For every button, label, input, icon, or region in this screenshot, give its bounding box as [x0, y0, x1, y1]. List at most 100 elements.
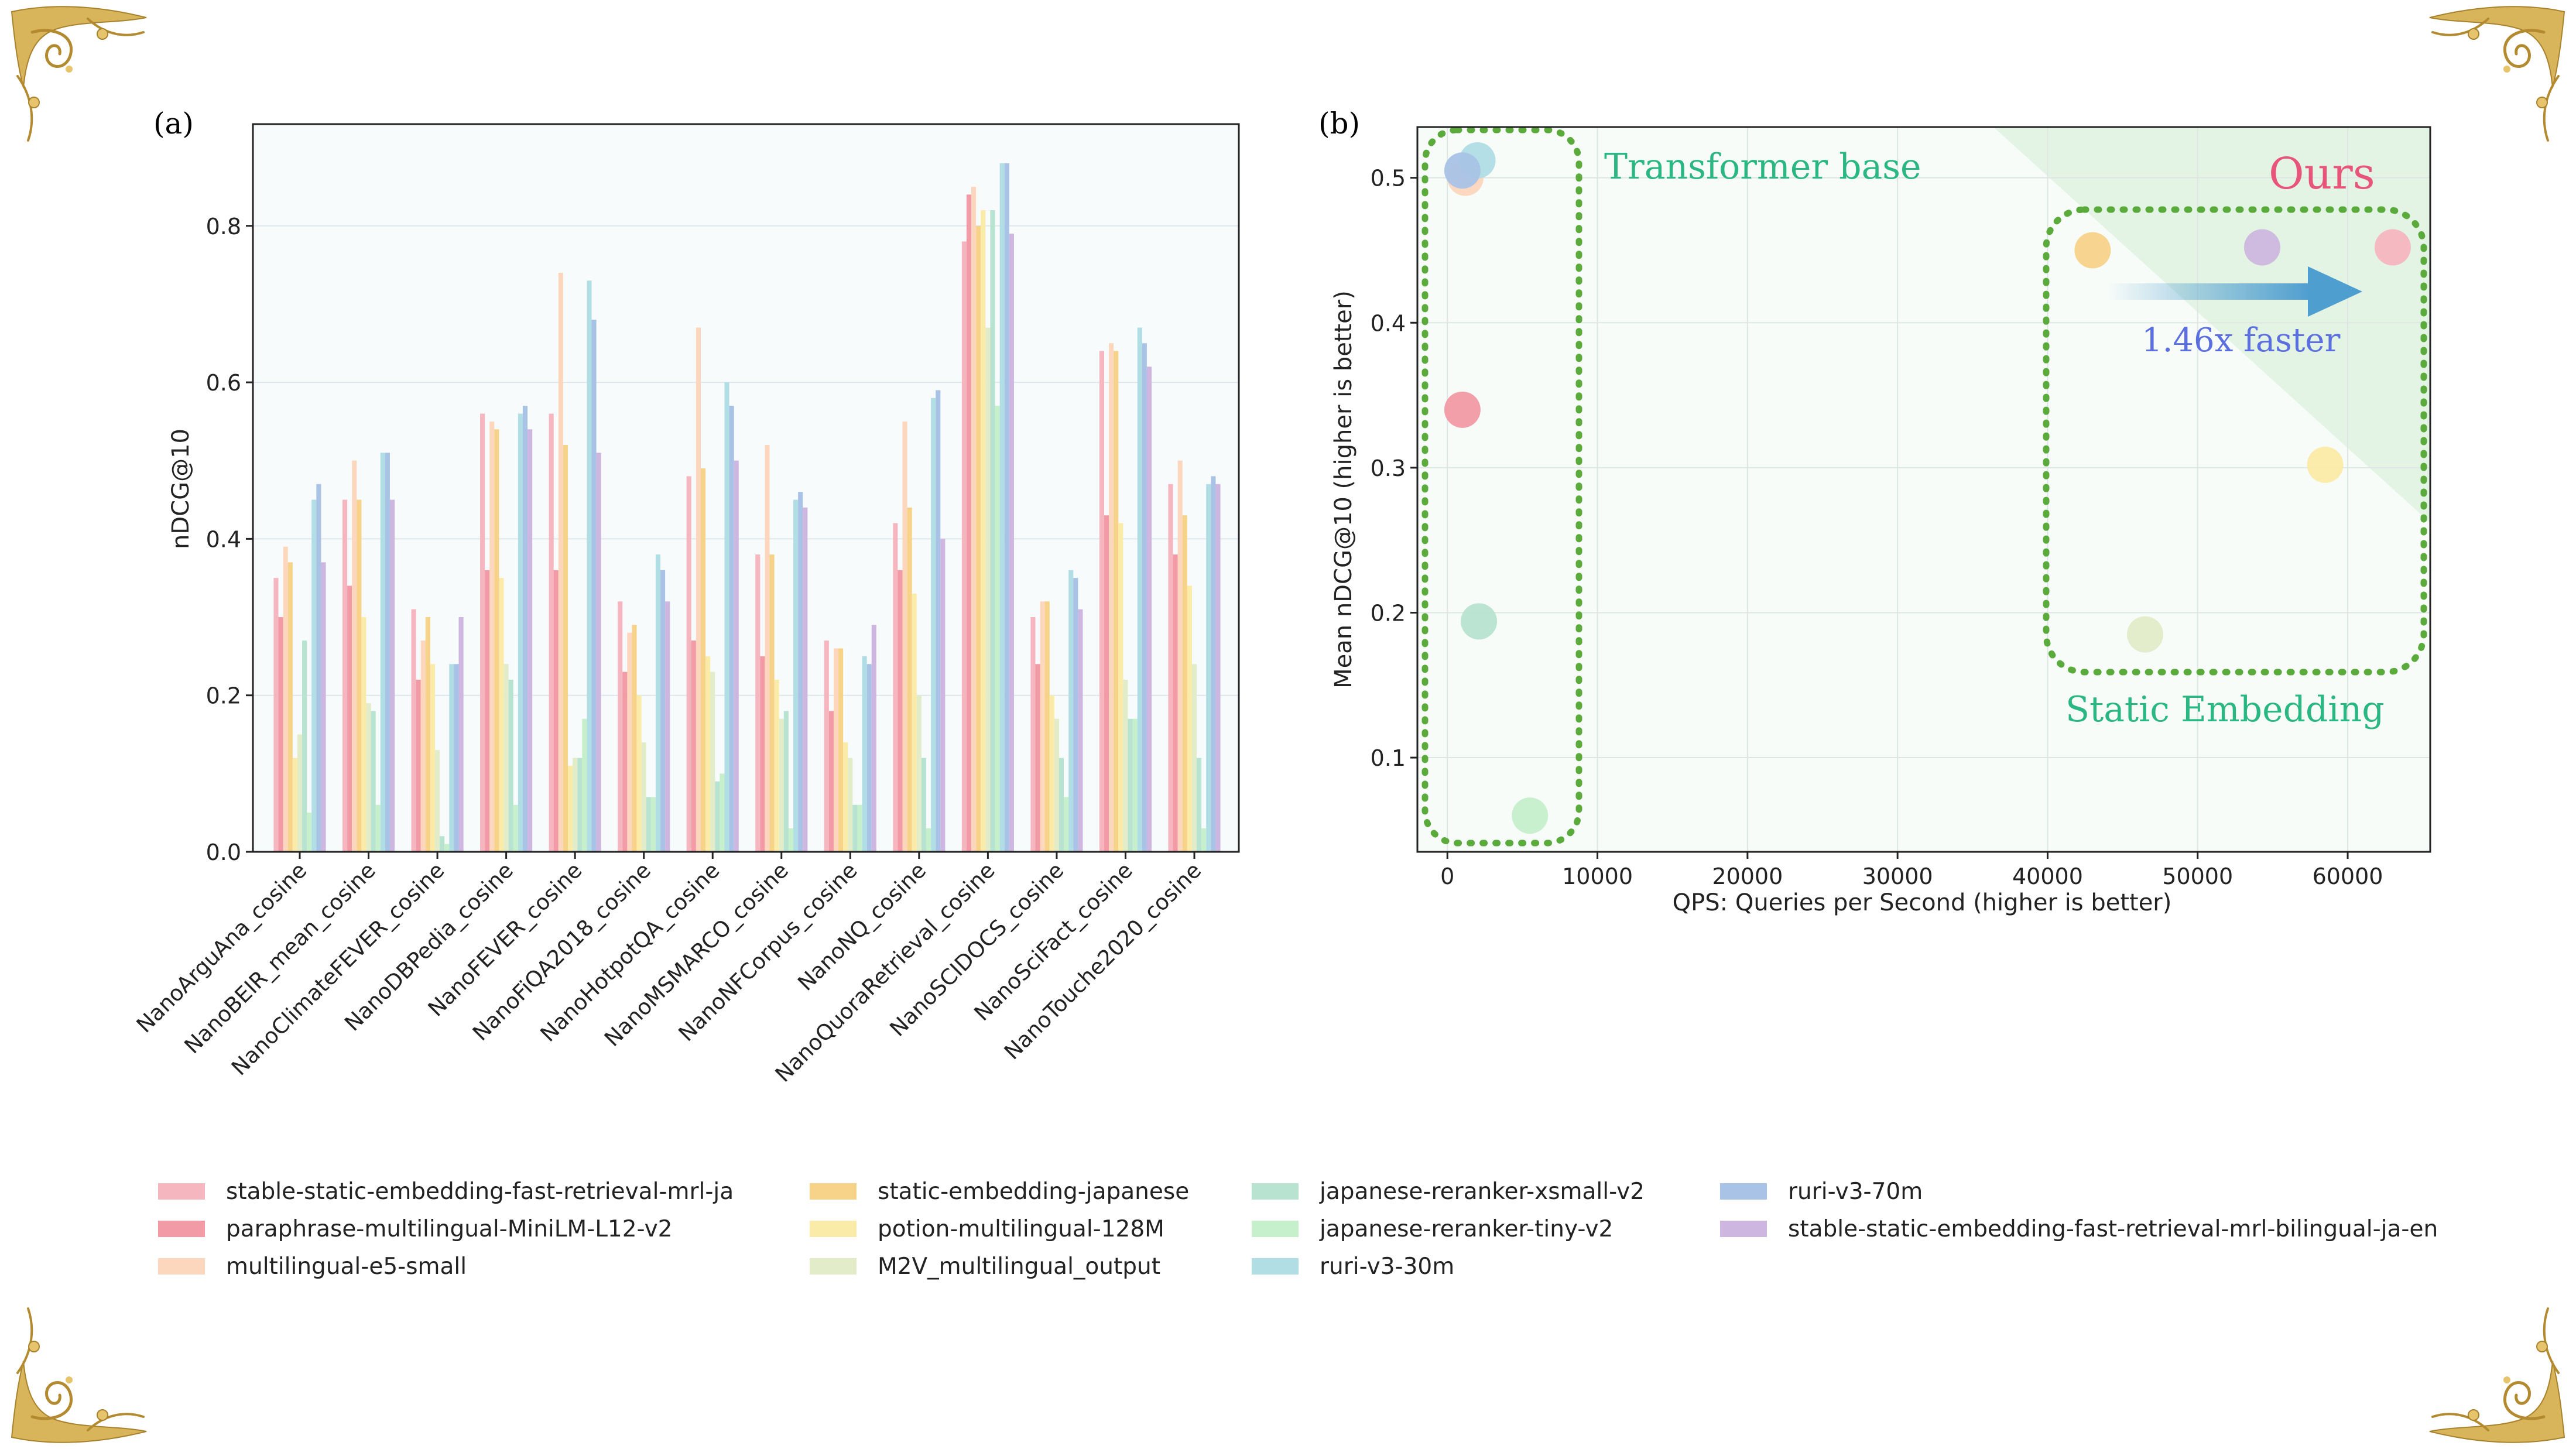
- bar: [788, 828, 794, 852]
- bar: [352, 460, 357, 852]
- bar: [779, 718, 784, 852]
- ours-label: Ours: [2269, 149, 2375, 199]
- scatter-y-tick-label: 0.1: [1371, 745, 1406, 771]
- legend-swatch: [158, 1183, 205, 1200]
- bar: [734, 460, 739, 852]
- bar: [916, 695, 922, 852]
- legend-swatch: [810, 1183, 857, 1200]
- bar: [444, 844, 450, 852]
- bar: [843, 742, 848, 852]
- legend-item: static-embedding-japanese: [810, 1173, 1189, 1210]
- bar: [838, 648, 844, 852]
- bar: [321, 562, 326, 852]
- bar-y-tick-label: 0.8: [206, 214, 241, 239]
- bar: [650, 797, 656, 852]
- bar-y-tick-label: 0.6: [206, 370, 241, 396]
- legend-label: japanese-reranker-xsmall-v2: [1320, 1178, 1645, 1205]
- scatter-point: [2374, 229, 2411, 266]
- bar: [976, 225, 981, 852]
- bar: [1137, 327, 1142, 852]
- bar: [596, 453, 601, 852]
- legend: stable-static-embedding-fast-retrieval-m…: [158, 1173, 2500, 1290]
- transformer-base-label: Transformer base: [1604, 146, 1921, 187]
- bar: [793, 499, 799, 852]
- bar: [852, 804, 858, 852]
- bar: [435, 750, 440, 852]
- bar: [720, 773, 725, 852]
- legend-swatch: [1720, 1183, 1767, 1200]
- bar: [522, 406, 528, 852]
- bar: [430, 664, 436, 852]
- bar: [1059, 758, 1064, 852]
- legend-swatch: [810, 1221, 857, 1237]
- legend-label: ruri-v3-30m: [1320, 1253, 1455, 1280]
- bar: [798, 492, 803, 852]
- bar: [513, 804, 518, 852]
- bar: [755, 554, 761, 852]
- scatter-point: [2074, 232, 2111, 269]
- speedup-arrow-icon: [2108, 266, 2362, 317]
- scatter-y-tick-label: 0.4: [1371, 310, 1406, 336]
- static-embedding-label: Static Embedding: [2065, 689, 2385, 730]
- legend-label: japanese-reranker-tiny-v2: [1320, 1215, 1614, 1242]
- bar: [508, 679, 513, 852]
- bar: [999, 163, 1005, 852]
- bar-y-tick-label: 0.4: [206, 526, 241, 552]
- bar: [857, 804, 862, 852]
- bar: [480, 413, 485, 852]
- legend-label: paraphrase-multilingual-MiniLM-L12-v2: [226, 1215, 673, 1242]
- bar: [705, 656, 711, 852]
- legend-item: ruri-v3-70m: [1720, 1173, 1923, 1210]
- bar: [283, 546, 288, 852]
- legend-item: multilingual-e5-small: [158, 1248, 467, 1285]
- bar: [990, 210, 995, 852]
- bar: [724, 382, 729, 852]
- bar: [966, 194, 972, 852]
- static-embedding-box: [2043, 206, 2427, 676]
- ornament-top-left-icon: [12, 6, 146, 141]
- scatter-x-tick-label: 60000: [2313, 864, 2383, 889]
- bar: [1128, 718, 1133, 852]
- bar: [342, 499, 348, 852]
- scatter-x-tick-label: 40000: [2012, 864, 2083, 889]
- scatter-x-tick-label: 10000: [1562, 864, 1633, 889]
- bar: [926, 828, 931, 852]
- legend-swatch: [1720, 1221, 1767, 1237]
- legend-item: ruri-v3-30m: [1252, 1248, 1454, 1285]
- bar: [587, 280, 592, 852]
- bar: [582, 718, 587, 852]
- bar: [1054, 718, 1059, 852]
- bar: [411, 609, 416, 852]
- bar: [1201, 828, 1207, 852]
- bar: [971, 186, 977, 852]
- bar: [292, 758, 297, 852]
- bar: [622, 672, 628, 852]
- bar: [921, 758, 926, 852]
- bar: [489, 421, 495, 852]
- bar: [297, 734, 303, 852]
- bar: [1215, 484, 1221, 852]
- legend-swatch: [1252, 1221, 1299, 1237]
- bar: [655, 554, 661, 852]
- bar: [458, 617, 464, 852]
- bar: [931, 398, 936, 852]
- scatter-point: [2127, 616, 2164, 653]
- bar: [527, 429, 533, 852]
- bar: [1211, 476, 1216, 852]
- bar-category-label: NanoNQ_cosine: [793, 858, 931, 996]
- bar: [824, 640, 829, 852]
- scatter-x-axis-label: QPS: Queries per Second (higher is bette…: [1673, 889, 2172, 916]
- bar-y-tick-label: 0.2: [206, 683, 241, 709]
- bar: [1168, 484, 1173, 852]
- scatter-point: [1444, 152, 1481, 189]
- bar: [549, 413, 554, 852]
- bar: [729, 406, 734, 852]
- scatter-x-tick-label: 0: [1440, 864, 1454, 889]
- bar: [1009, 234, 1014, 852]
- bar: [1035, 664, 1040, 852]
- bar: [591, 320, 597, 852]
- bar: [1173, 554, 1178, 852]
- scatter-chart: Transformer base Ours 1.46x faster Stati…: [1330, 126, 2431, 916]
- bar: [307, 813, 312, 852]
- bar: [646, 797, 651, 852]
